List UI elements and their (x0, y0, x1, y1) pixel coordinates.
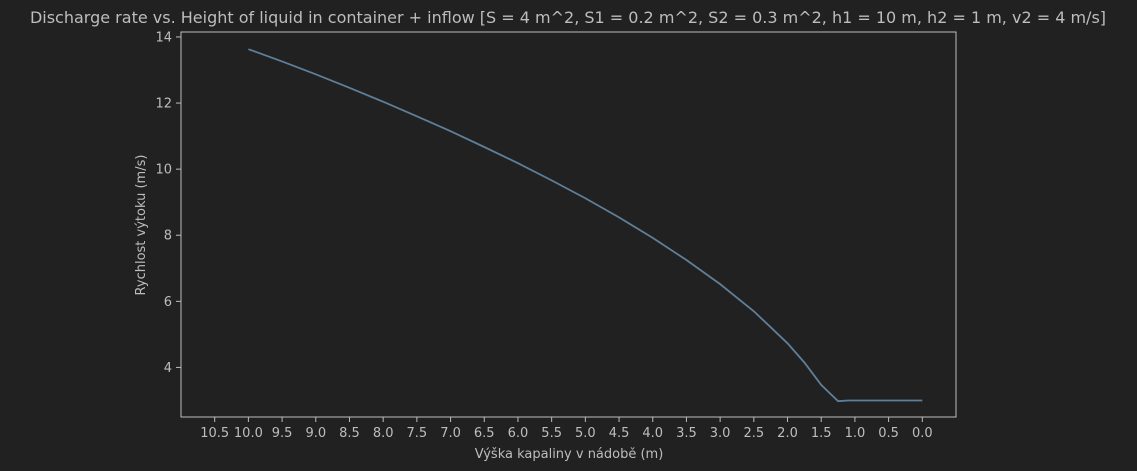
y-tick-label: 12 (155, 97, 172, 112)
x-tick-label: 5.0 (575, 426, 596, 441)
y-axis-label: Rychlost výtoku (m/s) (134, 155, 149, 296)
x-tick-label: 4.5 (609, 426, 630, 441)
x-tick-label: 2.5 (743, 426, 764, 441)
x-tick-label: 6.0 (508, 426, 529, 441)
y-tick-label: 14 (155, 30, 172, 45)
plot-frame (180, 31, 957, 418)
series-line (248, 48, 923, 403)
y-tick-label: 10 (155, 163, 172, 178)
x-tick-label: 5.5 (541, 426, 562, 441)
x-tick-label: 10.0 (234, 426, 263, 441)
x-tick-label: 0.5 (878, 426, 899, 441)
y-tick-label: 8 (164, 229, 172, 244)
x-tick-label: 9.5 (272, 426, 293, 441)
y-tick-label: 4 (164, 361, 172, 376)
chart-title: Discharge rate vs. Height of liquid in c… (30, 8, 1106, 27)
x-tick-label: 6.5 (474, 426, 495, 441)
x-tick-label: 3.5 (676, 426, 697, 441)
x-tick-label: 9.0 (305, 426, 326, 441)
x-axis: 10.5 10.0 9.5 9.0 8.5 8.0 7.5 7.0 6.5 6.0 5.5 5.0 4.… (200, 417, 933, 441)
x-tick-label: 7.0 (440, 426, 461, 441)
x-tick-label: 0.0 (912, 426, 933, 441)
x-tick-label: 2.0 (777, 426, 798, 441)
series-layer (248, 48, 923, 403)
x-axis-label: Výška kapaliny v nádobě (m) (475, 447, 664, 462)
y-tick-label: 6 (164, 295, 172, 310)
x-tick-label: 3.0 (710, 426, 731, 441)
x-tick-label: 8.5 (339, 426, 360, 441)
x-tick-label: 10.5 (200, 426, 229, 441)
x-tick-label: 8.0 (373, 426, 394, 441)
x-tick-label: 1.5 (811, 426, 832, 441)
x-tick-label: 4.0 (642, 426, 663, 441)
x-tick-label: 7.5 (407, 426, 428, 441)
y-axis: 4 6 8 10 12 14 (155, 30, 181, 376)
x-tick-label: 1.0 (845, 426, 866, 441)
